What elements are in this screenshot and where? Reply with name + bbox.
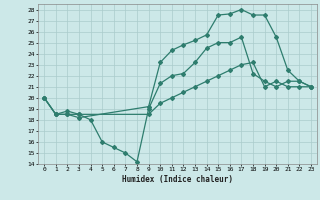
X-axis label: Humidex (Indice chaleur): Humidex (Indice chaleur)	[122, 175, 233, 184]
